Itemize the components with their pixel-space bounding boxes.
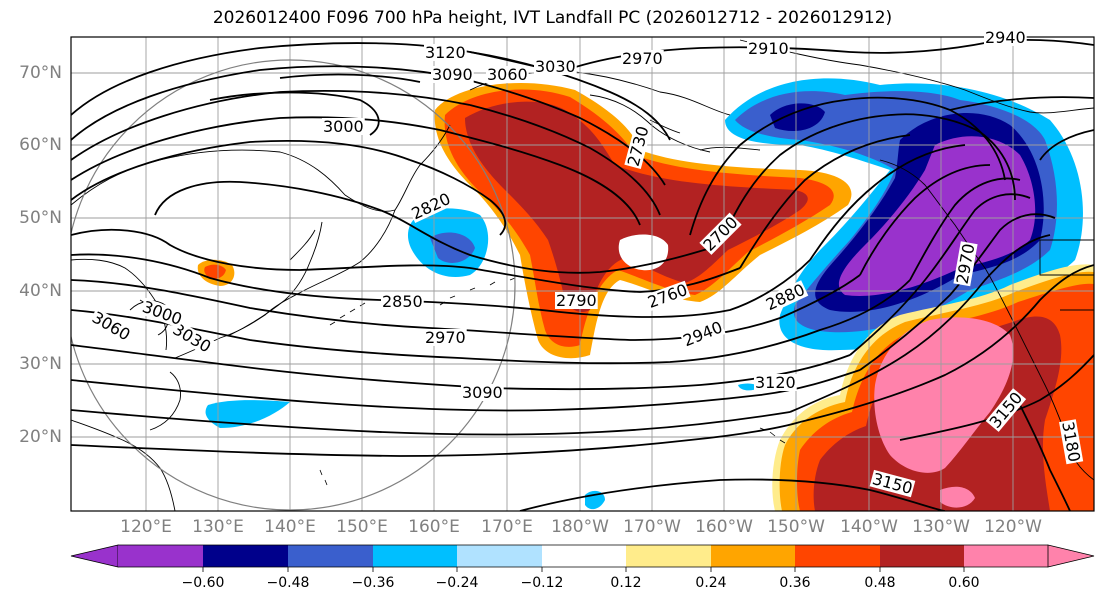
contour-label-background	[621, 50, 664, 67]
contour-label-background	[534, 58, 577, 75]
colorbar	[70, 544, 1095, 572]
map-frame	[70, 36, 1095, 512]
colorbar-segment	[288, 545, 373, 567]
contour-label-background	[139, 297, 186, 329]
colorbar-segment	[203, 545, 288, 567]
colorbar-high-extension	[1047, 544, 1095, 568]
contour-label-background	[679, 318, 726, 350]
contour-label-background	[424, 44, 467, 61]
contour-label-background	[747, 40, 790, 57]
contour-label-background	[953, 241, 978, 287]
lon-label: 170°E	[481, 517, 533, 537]
lon-label: 120°W	[984, 517, 1042, 537]
colorbar-tick-label: −0.12	[520, 575, 564, 591]
contour-label: 3090	[432, 65, 473, 84]
colorbar-ticks	[202, 567, 965, 572]
contour-label-background	[699, 212, 742, 255]
contour-label: 3030	[535, 57, 576, 76]
lat-label: 40°N	[19, 281, 62, 301]
contour-label: 2790	[556, 291, 597, 310]
lat-label: 70°N	[19, 63, 62, 83]
positive-anomaly-japan	[197, 259, 235, 286]
contour-label-background	[984, 29, 1027, 46]
colorbar-segment	[880, 545, 964, 567]
lat-label: 50°N	[19, 208, 62, 228]
contour-label-background	[1059, 419, 1084, 465]
lat-label: 30°N	[19, 354, 62, 374]
colorbar-tick-label: −0.60	[181, 575, 225, 591]
lon-label: 120°E	[120, 517, 172, 537]
contour-label: 3000	[323, 117, 364, 136]
colorbar-segment	[118, 545, 203, 567]
lon-label: 180°W	[551, 517, 609, 537]
colorbar-segment	[542, 545, 626, 567]
contour-label-background	[486, 66, 529, 83]
contour-label: 2970	[622, 49, 663, 68]
contour-label-background	[461, 384, 504, 401]
colorbar-segment	[373, 545, 457, 567]
contour-label: 2940	[985, 28, 1026, 47]
colorbar-segment	[795, 545, 880, 567]
lon-label: 160°E	[408, 517, 460, 537]
colorbar-tick-label: 0.48	[864, 575, 896, 591]
lat-label: 20°N	[19, 427, 62, 447]
contour-label-background	[762, 280, 809, 314]
lon-label: 140°E	[264, 517, 316, 537]
colorbar-tick-label: −0.24	[435, 575, 479, 591]
colorbar-segment	[626, 545, 711, 567]
contour-label: 2850	[382, 292, 423, 311]
colorbar-segment	[457, 545, 542, 567]
lon-label: 140°W	[840, 517, 898, 537]
map-content	[71, 37, 1094, 511]
lon-label: 130°E	[192, 517, 244, 537]
lon-label: 170°W	[623, 517, 681, 537]
colorbar-segment	[711, 545, 795, 567]
contour-label-background	[169, 319, 215, 357]
height-contours	[71, 38, 1094, 511]
lon-label: 160°W	[695, 517, 753, 537]
contour-label: 3120	[755, 373, 796, 392]
colorbar-tick-label: 0.36	[779, 575, 811, 591]
contour-label-background	[431, 66, 474, 83]
contour-label: 2910	[748, 39, 789, 58]
contour-label-background	[869, 469, 916, 498]
contour-label-background	[624, 123, 652, 170]
contour-label-background	[754, 374, 797, 391]
colorbar-tick-label: −0.36	[351, 575, 395, 591]
contour-label: 3120	[425, 43, 466, 62]
lon-label: 150°E	[336, 517, 388, 537]
contour-label-background	[555, 292, 598, 309]
colorbar-tick-label: 0.24	[695, 575, 727, 591]
contour-label-background	[424, 329, 467, 346]
colorbar-tick-label: −0.48	[266, 575, 310, 591]
lat-label: 60°N	[19, 135, 62, 155]
colorbar-low-extension	[70, 544, 119, 568]
contour-label: 3060	[487, 65, 528, 84]
contour-label: 3090	[462, 383, 503, 402]
colorbar-tick-label: 0.12	[610, 575, 642, 591]
contour-label-background	[381, 293, 424, 310]
lon-label: 150°W	[767, 517, 825, 537]
colorbar-tick-label: 0.60	[948, 575, 980, 591]
map-title: 2026012400 F096 700 hPa height, IVT Land…	[212, 8, 893, 28]
contour-label-background	[322, 118, 365, 135]
contour-label-background	[644, 280, 691, 312]
contour-label-background	[408, 189, 454, 223]
contour-label-background	[985, 388, 1027, 432]
colorbar-segment	[964, 545, 1048, 567]
lon-label: 130°W	[912, 517, 970, 537]
contour-label: 2970	[425, 328, 466, 347]
range-circle	[71, 59, 516, 511]
contour-label-background	[88, 307, 134, 345]
